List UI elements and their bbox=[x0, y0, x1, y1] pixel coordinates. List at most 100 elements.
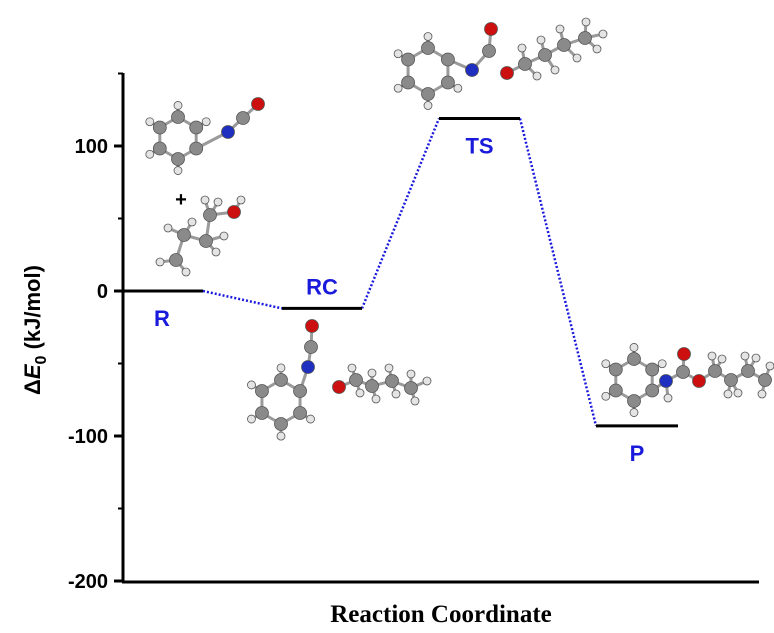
product-carbamate-molecule bbox=[601, 343, 774, 417]
atom-c bbox=[645, 362, 660, 377]
atom-c bbox=[171, 110, 185, 124]
atom-h bbox=[276, 363, 286, 373]
state-label-ts: TS bbox=[465, 133, 493, 158]
atom-c bbox=[724, 373, 738, 387]
atom-h bbox=[236, 195, 246, 205]
atom-h bbox=[391, 389, 401, 399]
axes bbox=[121, 73, 759, 584]
atom-h bbox=[592, 44, 602, 54]
atom-h bbox=[740, 351, 750, 361]
atom-c bbox=[177, 228, 191, 242]
butanol-molecule bbox=[155, 195, 246, 277]
atom-c bbox=[255, 384, 269, 398]
atom-c bbox=[608, 362, 623, 377]
atom-c bbox=[482, 44, 496, 58]
atom-c bbox=[578, 31, 592, 45]
atom-h bbox=[371, 394, 381, 404]
atom-o bbox=[332, 380, 346, 394]
atom-c bbox=[627, 352, 641, 366]
atom-n bbox=[465, 63, 479, 77]
atom-h bbox=[393, 49, 403, 59]
transition-state-molecule bbox=[393, 17, 608, 110]
atom-h bbox=[423, 101, 433, 110]
atom-h bbox=[751, 353, 761, 363]
atom-h bbox=[532, 71, 542, 81]
connector-lines bbox=[202, 117, 598, 427]
connector-line bbox=[360, 117, 441, 309]
atom-h bbox=[717, 354, 727, 364]
y-tick-label: -200 bbox=[68, 571, 108, 593]
atom-h bbox=[572, 53, 582, 63]
atom-h bbox=[601, 391, 611, 401]
x-axis-label: Reaction Coordinate bbox=[330, 601, 552, 628]
atom-o bbox=[251, 97, 265, 111]
atom-o bbox=[500, 66, 514, 80]
atom-h bbox=[355, 388, 365, 398]
atom-h bbox=[555, 24, 565, 34]
y-tick-label: 100 bbox=[75, 136, 108, 158]
connector-line bbox=[202, 289, 283, 310]
state-label-r: R bbox=[154, 306, 170, 331]
atom-h bbox=[765, 361, 774, 371]
atom-h bbox=[187, 217, 197, 227]
atom-c bbox=[152, 120, 167, 135]
atom-h bbox=[393, 83, 403, 93]
atom-c bbox=[189, 120, 204, 135]
y-ticks: -200 -100 0 100 bbox=[68, 72, 123, 593]
atom-h bbox=[211, 247, 221, 257]
atom-c bbox=[421, 41, 435, 55]
atom-h bbox=[306, 414, 315, 424]
connector-line bbox=[518, 118, 598, 427]
atom-c bbox=[557, 38, 571, 52]
atom-h bbox=[410, 396, 420, 406]
atom-h bbox=[707, 351, 717, 361]
atom-c bbox=[189, 141, 204, 156]
atom-h bbox=[657, 359, 667, 369]
atom-h bbox=[145, 149, 155, 159]
atom-c bbox=[708, 364, 722, 378]
atom-c bbox=[293, 384, 307, 398]
atom-h bbox=[601, 359, 611, 369]
atom-n bbox=[301, 360, 315, 374]
atom-c bbox=[421, 87, 435, 101]
atom-h bbox=[155, 257, 165, 267]
atom-h bbox=[581, 17, 591, 27]
atom-c bbox=[365, 379, 379, 393]
atom-h bbox=[550, 65, 560, 75]
atom-h bbox=[757, 389, 767, 399]
y-axis-label: ΔE0 (kJ/mol) bbox=[20, 265, 50, 395]
atom-n bbox=[659, 374, 673, 388]
atom-c bbox=[404, 381, 418, 395]
atom-h bbox=[453, 83, 463, 93]
atom-h bbox=[145, 117, 155, 127]
atom-c bbox=[401, 52, 415, 67]
atom-c bbox=[627, 394, 641, 408]
atom-h bbox=[247, 414, 256, 424]
atom-h bbox=[173, 101, 183, 110]
y-axis-label-subscript: 0 bbox=[33, 355, 50, 364]
atom-c bbox=[538, 48, 552, 62]
state-labels: R RC TS P bbox=[154, 133, 644, 465]
atom-h bbox=[536, 35, 546, 45]
y-axis-label-symbol: E bbox=[20, 363, 45, 379]
atom-c bbox=[385, 374, 399, 388]
atom-c bbox=[441, 75, 455, 90]
y-tick-label: -100 bbox=[68, 426, 108, 448]
atom-c bbox=[199, 234, 213, 248]
y-axis-label-delta: Δ bbox=[20, 379, 45, 395]
atom-c bbox=[236, 111, 250, 125]
atom-o bbox=[484, 22, 498, 36]
atom-h bbox=[422, 376, 432, 386]
atom-c bbox=[441, 52, 455, 67]
y-axis-label-unit: (kJ/mol) bbox=[20, 265, 45, 355]
state-label-p: P bbox=[630, 441, 645, 466]
atom-h bbox=[163, 223, 173, 233]
atom-c bbox=[274, 417, 288, 431]
atom-c bbox=[274, 373, 288, 387]
atom-h bbox=[219, 231, 229, 241]
atom-c bbox=[349, 373, 363, 387]
phenyl-isocyanate-molecule bbox=[145, 97, 265, 175]
atom-c bbox=[608, 383, 623, 398]
atom-h bbox=[384, 363, 394, 373]
